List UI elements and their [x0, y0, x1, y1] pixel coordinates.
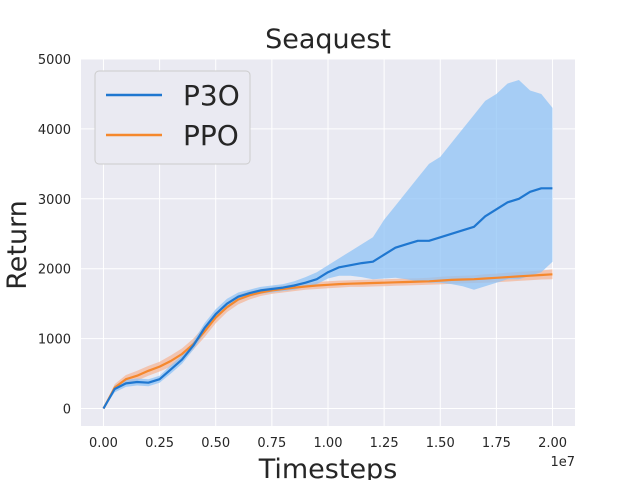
x-tick-label: 1.00	[314, 436, 343, 451]
y-tick-labels: 0 1000 2000 3000 4000 5000	[38, 53, 71, 418]
ppo-confidence-band	[103, 269, 553, 409]
chart-title: Seaquest	[265, 24, 391, 55]
legend: P3O PPO	[94, 70, 251, 165]
legend-ppo-label: PPO	[183, 119, 239, 152]
x-axis-scale-label: 1e7	[550, 455, 575, 470]
x-tick-label: 0.50	[201, 436, 230, 451]
x-tick-label: 0.25	[145, 436, 174, 451]
y-tick-label: 4000	[38, 123, 71, 138]
y-tick-label: 3000	[38, 193, 71, 208]
y-tick-label: 1000	[38, 333, 71, 348]
x-axis-label: Timesteps	[258, 454, 398, 480]
x-tick-labels: 0.00 0.25 0.50 0.75 1.00 1.25 1.50 1.75 2.00	[89, 436, 567, 451]
series-lines	[102, 187, 553, 410]
y-tick-label: 2000	[38, 263, 71, 278]
ppo-line	[102, 273, 553, 410]
y-tick-label: 5000	[38, 53, 71, 68]
x-tick-label: 1.25	[370, 436, 399, 451]
y-tick-label: 0	[63, 403, 71, 418]
x-tick-label: 2.00	[538, 436, 567, 451]
legend-p3o-label: P3O	[183, 79, 240, 112]
p3o-confidence-band	[103, 80, 553, 409]
confidence-bands	[103, 80, 553, 409]
p3o-line	[102, 187, 553, 410]
y-axis-label: Return	[2, 200, 33, 290]
x-tick-label: 1.75	[482, 436, 511, 451]
x-tick-label: 0.75	[257, 436, 286, 451]
x-tick-label: 1.50	[426, 436, 455, 451]
x-tick-label: 0.00	[89, 436, 118, 451]
